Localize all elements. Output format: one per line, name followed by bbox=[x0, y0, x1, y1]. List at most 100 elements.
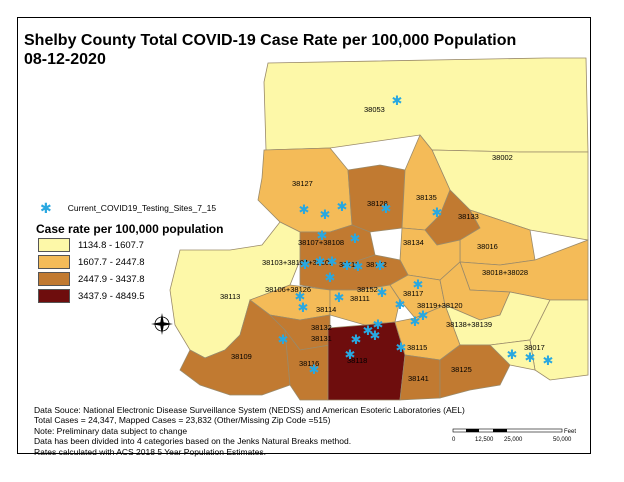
zip-label-38112: 38112 bbox=[339, 260, 359, 269]
testing-site-marker: ✱ bbox=[413, 278, 424, 293]
testing-site-marker: ✱ bbox=[350, 232, 361, 247]
map-title: Shelby County Total COVID-19 Case Rate p… bbox=[24, 31, 516, 69]
zip-label-38115: 38115 bbox=[407, 343, 427, 352]
title-line-2: 08-12-2020 bbox=[24, 51, 106, 68]
note-line: Data Souce: National Electronic Disease … bbox=[34, 405, 465, 415]
testing-site-marker: ✱ bbox=[295, 290, 306, 305]
testing-site-marker: ✱ bbox=[432, 206, 443, 221]
testing-site-marker: ✱ bbox=[381, 202, 392, 217]
zip-label-38152: 38152 bbox=[357, 285, 378, 294]
note-line: Total Cases = 24,347, Mapped Cases = 23,… bbox=[34, 415, 331, 426]
testing-site-marker: ✱ bbox=[345, 348, 356, 363]
testing-site-marker: ✱ bbox=[278, 333, 289, 348]
zip-label-38141: 38141 bbox=[408, 374, 429, 383]
data-notes: Data Souce: National Electronic Disease … bbox=[34, 405, 465, 457]
zip-label-38132: 38132 bbox=[311, 323, 332, 332]
legend-swatch bbox=[38, 255, 70, 269]
legend-heading: Case rate per 100,000 population bbox=[36, 222, 224, 236]
testing-site-marker: ✱ bbox=[298, 301, 309, 316]
zip-label-38113: 38113 bbox=[220, 292, 240, 301]
zip-label-38017: 38017 bbox=[524, 343, 545, 352]
zip-label-38133: 38133 bbox=[458, 212, 479, 221]
zip-label-38119-38120: 38119+38120 bbox=[417, 301, 463, 310]
scale-tick-3: 50,000 bbox=[553, 437, 572, 443]
legend-class-2: 1607.7 - 2447.8 bbox=[38, 255, 145, 269]
scale-tick-0: 0 bbox=[452, 437, 456, 443]
region-38111 bbox=[329, 284, 401, 326]
zip-regions bbox=[169, 57, 589, 401]
testing-site-marker: ✱ bbox=[351, 333, 362, 348]
note-line: Rates calculated with ACS 2018 5 Year Po… bbox=[34, 446, 267, 457]
testing-site-marker: ✱ bbox=[320, 208, 331, 223]
zip-label-38128: 38128 bbox=[367, 199, 388, 208]
testing-site-marker: ✱ bbox=[363, 324, 374, 339]
zip-label-38127: 38127 bbox=[292, 179, 313, 188]
testing-site-marker: ✱ bbox=[373, 318, 384, 333]
testing-site-marker: ✱ bbox=[507, 348, 518, 363]
region-38053 bbox=[263, 57, 589, 153]
scale-unit: Feet bbox=[564, 429, 576, 435]
testing-site-marker: ✱ bbox=[392, 94, 403, 109]
testing-site-marker: ✱ bbox=[325, 271, 336, 286]
asterisk-icon: ✱ bbox=[40, 200, 52, 216]
note-line: Data has been divided into 4 categories … bbox=[34, 436, 352, 447]
testing-site-marker: ✱ bbox=[299, 203, 310, 218]
legend-swatch bbox=[38, 272, 70, 286]
testing-site-marker: ✱ bbox=[342, 259, 353, 274]
zip-label-38107-38108: 38107+38108 bbox=[298, 238, 344, 247]
legend-class-label: 3437.9 - 4849.5 bbox=[78, 290, 145, 302]
legend-class-label: 1607.7 - 2447.8 bbox=[78, 256, 145, 268]
zip-label-38134: 38134 bbox=[403, 238, 424, 247]
testing-sites: ✱✱ ✱✱ ✱ ✱✱ ✱✱ ✱ ✱ ✱ ✱ ✱✱ ✱✱ ✱✱ ✱✱✱✱✱✱✱✱✱✱✱✱✱ ✱ ✱ bbox=[278, 94, 554, 378]
zip-label-38117: 38117 bbox=[403, 289, 423, 298]
testing-site-marker: ✱ bbox=[396, 341, 407, 356]
note-line: Note: Preliminary data subject to change bbox=[34, 425, 188, 436]
testing-site-marker: ✱ bbox=[375, 259, 386, 274]
zip-label-38131: 38131 bbox=[311, 334, 332, 343]
scale-tick-2: 25,000 bbox=[504, 437, 523, 443]
legend-testing-sites: ✱ Current_COVID19_Testing_Sites_7_15 bbox=[40, 200, 216, 216]
testing-site-marker: ✱ bbox=[410, 315, 421, 330]
testing-site-marker: ✱ bbox=[337, 200, 348, 215]
testing-site-marker: ✱ bbox=[309, 363, 320, 378]
zip-label-38109: 38109 bbox=[231, 352, 252, 361]
zip-label-38116: 38116 bbox=[299, 359, 319, 368]
region-38139-east bbox=[489, 339, 536, 371]
legend-swatch bbox=[38, 289, 70, 303]
legend-class-1: 1134.8 - 1607.7 bbox=[38, 238, 144, 252]
testing-site-marker: ✱ bbox=[300, 258, 311, 273]
zip-label-38103-38104+38105: 38103+38104+38105 bbox=[262, 258, 333, 267]
zip-label-38002: 38002 bbox=[492, 153, 513, 162]
legend-swatch bbox=[38, 238, 70, 252]
zip-label-38138-38139: 38138+38139 bbox=[446, 320, 492, 329]
legend-class-label: 1134.8 - 1607.7 bbox=[78, 239, 144, 251]
zip-label-38053: 38053 bbox=[364, 105, 385, 114]
testing-site-marker: ✱ bbox=[395, 298, 406, 313]
legend-class-3: 2447.9 - 3437.8 bbox=[38, 272, 145, 286]
zip-label-38122: 38122 bbox=[366, 260, 387, 269]
legend-class-4: 3437.9 - 4849.5 bbox=[38, 289, 145, 303]
testing-site-marker: ✱ bbox=[317, 229, 328, 244]
testing-site-marker: ✱ bbox=[370, 329, 381, 344]
compass-rose-icon bbox=[151, 313, 173, 335]
zip-label-38016: 38016 bbox=[477, 242, 498, 251]
testing-site-marker: ✱ bbox=[543, 354, 554, 369]
testing-site-marker: ✱ bbox=[315, 255, 326, 270]
testing-site-marker: ✱ bbox=[525, 351, 536, 366]
scale-tick-1: 12,500 bbox=[475, 437, 494, 443]
zip-label-38106-38126: 38106+38126 bbox=[265, 285, 311, 294]
testing-site-marker: ✱ bbox=[418, 309, 429, 324]
legend-class-label: 2447.9 - 3437.8 bbox=[78, 273, 145, 285]
zip-label-38018-38028: 38018+38028 bbox=[482, 268, 528, 277]
region-38125 bbox=[439, 344, 511, 399]
zip-label-38114: 38114 bbox=[316, 305, 336, 314]
testing-site-marker: ✱ bbox=[377, 286, 388, 301]
testing-site-marker: ✱ bbox=[353, 260, 364, 275]
zip-label-38111: 38111 bbox=[350, 294, 370, 303]
title-line-1: Shelby County Total COVID-19 Case Rate p… bbox=[24, 32, 517, 49]
region-38127 bbox=[257, 147, 353, 233]
scale-bar: 0 12,500 25,000 50,000 Feet bbox=[452, 428, 576, 443]
zip-labels: 38053 38002 38127 38128 38135 38133 38107+3810… bbox=[220, 105, 545, 383]
zip-label-38118: 38118 bbox=[347, 356, 367, 365]
